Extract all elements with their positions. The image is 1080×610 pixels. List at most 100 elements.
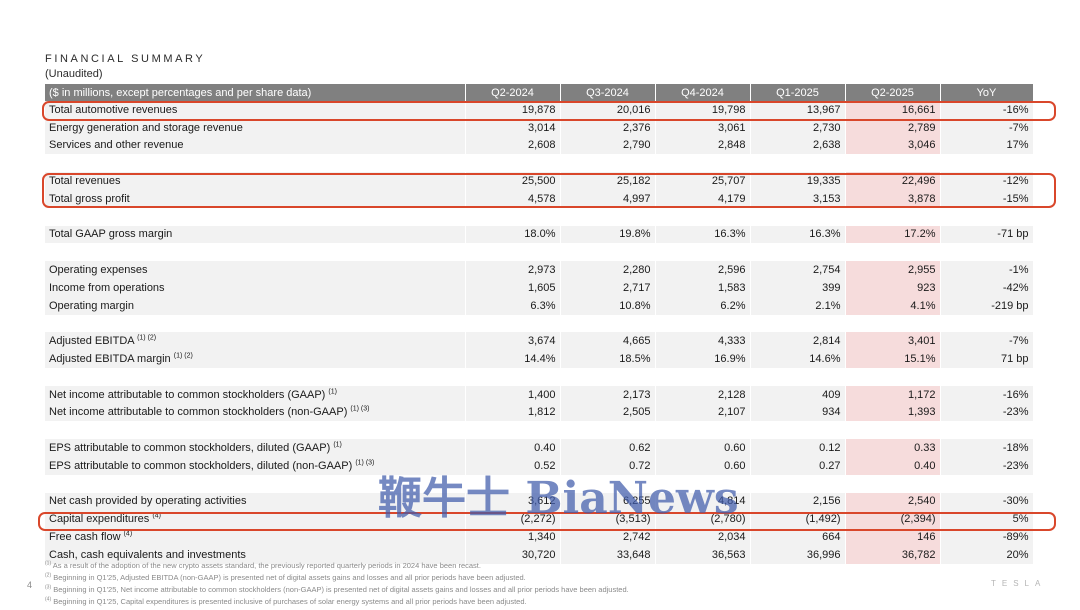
value-cell: 4,333 xyxy=(655,332,751,351)
spacer-row xyxy=(45,314,1033,333)
value-cell: 33,648 xyxy=(560,545,656,564)
value-cell: 10.8% xyxy=(560,296,656,315)
spacer-cell xyxy=(45,243,1033,262)
row-label: Cash, cash equivalents and investments xyxy=(49,548,246,561)
value-cell: 16.3% xyxy=(750,225,846,244)
value-cell: 18.0% xyxy=(465,225,561,244)
value-cell: 2,128 xyxy=(655,385,751,404)
row-label: Capital expenditures xyxy=(49,513,150,526)
value-cell: 3,612 xyxy=(465,492,561,511)
value-cell: 2,848 xyxy=(655,136,751,155)
value-cell: 2,742 xyxy=(560,528,656,546)
footnote: (3) Beginning in Q1'25, Net income attri… xyxy=(45,584,629,596)
table-row: Operating margin 6.3% 10.8% 6.2% 2.1% 4.1% -21… xyxy=(45,296,1034,315)
value-cell: 2.1% xyxy=(750,296,846,315)
value-cell: 5% xyxy=(940,510,1034,529)
row-label: Operating margin xyxy=(49,299,134,312)
value-cell: 25,707 xyxy=(655,172,751,190)
footnote-mark: (1) xyxy=(45,560,52,567)
value-cell: 934 xyxy=(750,403,846,422)
value-cell: 4.1% xyxy=(845,296,941,315)
table-row: Net income attributable to common stockh… xyxy=(45,385,1034,404)
value-cell: 1,393 xyxy=(845,403,941,422)
row-label: Income from operations xyxy=(49,281,165,294)
spacer-cell xyxy=(45,314,1033,333)
row-label-cell: Operating expenses xyxy=(45,261,466,279)
page-subtitle: (Unaudited) xyxy=(45,68,103,80)
value-cell: 1,583 xyxy=(655,278,751,297)
value-cell: 3,014 xyxy=(465,118,561,137)
row-label: Net income attributable to common stockh… xyxy=(49,388,326,401)
highlight-box-revenues-profit xyxy=(42,173,1056,208)
value-cell: -23% xyxy=(940,456,1034,475)
value-cell: 2,505 xyxy=(560,403,656,422)
value-cell: 36,782 xyxy=(845,545,941,564)
watermark: 鞭牛士 BiaNews xyxy=(378,473,739,524)
row-label-cell: EPS attributable to common stockholders,… xyxy=(45,456,466,475)
value-cell: 36,563 xyxy=(655,545,751,564)
value-cell: 20% xyxy=(940,545,1034,564)
value-cell: 13,967 xyxy=(750,101,846,119)
value-cell: 4,814 xyxy=(655,492,751,511)
value-cell: 2,730 xyxy=(750,118,846,137)
row-label: Services and other revenue xyxy=(49,139,184,152)
value-cell: -42% xyxy=(940,278,1034,297)
value-cell: -15% xyxy=(940,189,1034,208)
value-cell: 0.12 xyxy=(750,439,846,457)
highlight-box-automotive xyxy=(42,101,1056,121)
value-cell: 0.60 xyxy=(655,439,751,457)
value-cell: 0.40 xyxy=(845,456,941,475)
value-cell: 16.9% xyxy=(655,350,751,368)
highlight-box-free-cash-flow xyxy=(38,512,1056,531)
value-cell: 2,955 xyxy=(845,261,941,279)
value-cell: 4,997 xyxy=(560,189,656,208)
footnote: (2) Beginning in Q1'25, Adjusted EBITDA … xyxy=(45,572,629,584)
spacer-row xyxy=(45,154,1033,173)
value-cell: 17% xyxy=(940,136,1034,155)
value-cell: 17.2% xyxy=(845,225,941,244)
footnote-mark: (3) xyxy=(45,584,52,591)
footnote-reference: (4) xyxy=(123,530,133,538)
value-cell: (2,394) xyxy=(845,510,941,529)
row-label-cell: Adjusted EBITDA (1) (2) xyxy=(45,332,466,351)
value-cell: -16% xyxy=(940,385,1034,404)
footnote: (4) Beginning in Q1'25, Capital expendit… xyxy=(45,596,629,608)
value-cell: 22,496 xyxy=(845,172,941,190)
value-cell: 71 bp xyxy=(940,350,1034,368)
value-cell: 36,996 xyxy=(750,545,846,564)
value-cell: -30% xyxy=(940,492,1034,511)
row-label-cell: Net cash provided by operating activitie… xyxy=(45,492,466,511)
value-cell: 2,034 xyxy=(655,528,751,546)
footnote: (1) As a result of the adoption of the n… xyxy=(45,560,629,572)
value-cell: 4,578 xyxy=(465,189,561,208)
column-header-q3-2024: Q3-2024 xyxy=(560,84,656,101)
value-cell: 664 xyxy=(750,528,846,546)
table-row: Income from operations 1,605 2,717 1,583 399… xyxy=(45,278,1034,297)
footnote-mark: (2) xyxy=(45,572,52,579)
value-cell: 0.52 xyxy=(465,456,561,475)
row-label-cell: Net income attributable to common stockh… xyxy=(45,403,466,422)
value-cell: 6,255 xyxy=(560,492,656,511)
value-cell: -7% xyxy=(940,332,1034,351)
value-cell: 146 xyxy=(845,528,941,546)
table-row: Capital expenditures (4) (2,272) (3,513) (2… xyxy=(45,510,1034,529)
value-cell: 399 xyxy=(750,278,846,297)
value-cell: 0.40 xyxy=(465,439,561,457)
value-cell: 16.3% xyxy=(655,225,751,244)
spacer-row xyxy=(45,474,1033,493)
footnote-text: Beginning in Q1'25, Capital expenditures… xyxy=(53,597,527,606)
table-row: Cash, cash equivalents and investments 30… xyxy=(45,545,1034,564)
spacer-cell xyxy=(45,474,1033,493)
value-cell: -23% xyxy=(940,403,1034,422)
spacer-cell xyxy=(45,154,1033,173)
row-label-cell: Total GAAP gross margin xyxy=(45,225,466,244)
table-row: Net cash provided by operating activitie… xyxy=(45,492,1034,511)
value-cell: 20,016 xyxy=(560,101,656,119)
table-header-row: ($ in millions, except percentages and p… xyxy=(45,84,1034,101)
row-label: Adjusted EBITDA margin xyxy=(49,353,171,366)
row-label: Adjusted EBITDA xyxy=(49,335,134,348)
value-cell: (2,780) xyxy=(655,510,751,529)
value-cell: 14.6% xyxy=(750,350,846,368)
column-header-description: ($ in millions, except percentages and p… xyxy=(45,84,466,101)
row-label: Total GAAP gross margin xyxy=(49,228,173,241)
